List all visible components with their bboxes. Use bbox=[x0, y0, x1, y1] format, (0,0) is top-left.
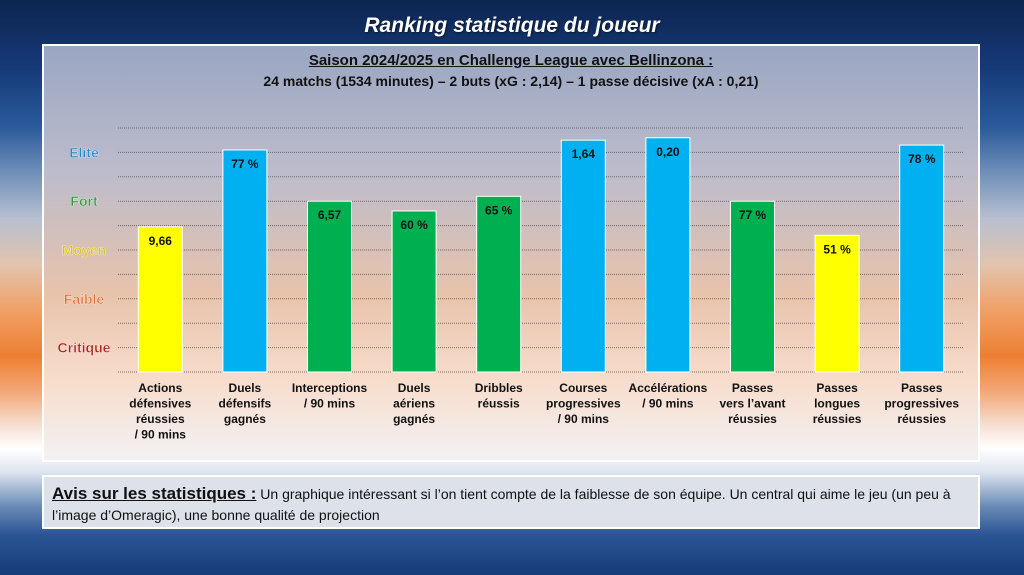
category-label-line: Accélérations bbox=[629, 381, 708, 395]
category-label-line: réussis bbox=[478, 397, 520, 411]
category-label-line: progressives bbox=[546, 397, 621, 411]
category-label-line: / 90 mins bbox=[135, 428, 187, 442]
category-label-line: gagnés bbox=[393, 412, 435, 426]
bar-value-label: 9,66 bbox=[149, 234, 173, 248]
bar bbox=[645, 137, 691, 373]
category-label: Dribbles réussis bbox=[475, 381, 523, 411]
bar-value-label: 60 % bbox=[400, 218, 428, 232]
page-title: Ranking statistique du joueur bbox=[364, 14, 660, 37]
category-label: Actions défensives réussies / 90 mins bbox=[129, 381, 191, 442]
category-label: Duels défensifs gagnés bbox=[219, 381, 272, 426]
category-label-line: Interceptions bbox=[292, 381, 368, 395]
category-label-line: longues bbox=[814, 397, 860, 411]
category-label: Accélérations / 90 mins bbox=[629, 381, 708, 411]
category-label-line: / 90 mins bbox=[558, 412, 610, 426]
comment-panel: Avis sur les statistiques : Un graphique… bbox=[42, 475, 980, 529]
category-label-line: réussies bbox=[728, 412, 777, 426]
level-label: Moyen bbox=[62, 242, 106, 258]
level-label: Elite bbox=[69, 144, 99, 160]
bar bbox=[307, 200, 352, 373]
category-label-line: Duels bbox=[229, 381, 262, 395]
category-label: Passes vers l’avant réussies bbox=[719, 381, 785, 426]
bar bbox=[476, 195, 522, 373]
category-label-line: gagnés bbox=[224, 412, 266, 426]
bar bbox=[560, 139, 606, 373]
category-label-line: / 90 mins bbox=[304, 397, 356, 411]
bar-value-label: 51 % bbox=[823, 242, 851, 256]
category-label-line: vers l’avant bbox=[719, 397, 785, 411]
bar-value-label: 1,64 bbox=[572, 147, 596, 161]
chart-panel: Saison 2024/2025 en Challenge League ave… bbox=[42, 44, 980, 462]
chart-title: Saison 2024/2025 en Challenge League ave… bbox=[308, 52, 714, 69]
bar-value-label: 78 % bbox=[908, 152, 936, 166]
category-label-line: réussies bbox=[813, 412, 862, 426]
chart-subtitle: 24 matchs (1534 minutes) – 2 buts (xG : … bbox=[263, 73, 759, 89]
category-label: Duels aériens gagnés bbox=[393, 381, 435, 426]
category-label-line: Duels bbox=[398, 381, 431, 395]
category-label: Passes progressives réussies bbox=[884, 381, 959, 426]
category-label-line: Passes bbox=[732, 381, 774, 395]
category-label-line: réussies bbox=[136, 412, 185, 426]
bar bbox=[391, 210, 437, 373]
category-label-line: Dribbles bbox=[475, 381, 523, 395]
category-label-line: aériens bbox=[393, 397, 435, 411]
category-label-line: Passes bbox=[816, 381, 858, 395]
bar-value-label: 6,57 bbox=[318, 208, 342, 222]
category-label: Interceptions / 90 mins bbox=[292, 381, 368, 411]
category-label-line: Passes bbox=[901, 381, 943, 395]
category-label-line: Courses bbox=[559, 381, 607, 395]
comment-label: Avis sur les statistiques : bbox=[52, 484, 257, 503]
category-label: Passes longues réussies bbox=[813, 381, 862, 426]
level-label: Faible bbox=[64, 291, 105, 307]
level-label: Fort bbox=[70, 193, 98, 209]
level-label: Critique bbox=[58, 340, 111, 356]
bar-value-label: 77 % bbox=[231, 157, 259, 171]
comment-text: Un graphique intéressant si l’on tient c… bbox=[52, 486, 951, 523]
category-label-line: défensifs bbox=[219, 397, 272, 411]
bar-value-label: 65 % bbox=[485, 203, 513, 217]
category-label-line: réussies bbox=[897, 412, 946, 426]
category-label-line: / 90 mins bbox=[642, 397, 694, 411]
bar bbox=[222, 149, 268, 373]
category-label-line: Actions bbox=[138, 381, 182, 395]
category-label-line: défensives bbox=[129, 397, 191, 411]
category-label-line: progressives bbox=[884, 397, 959, 411]
bar bbox=[137, 226, 183, 373]
bar-value-label: 77 % bbox=[739, 208, 767, 222]
bar-value-label: 0,20 bbox=[656, 145, 680, 159]
category-label: Courses progressives/ 90 mins bbox=[546, 381, 621, 426]
bar bbox=[730, 200, 775, 373]
bar bbox=[899, 144, 945, 373]
bar bbox=[814, 234, 860, 373]
bar-chart: Elite Fort Moyen Faible Critique 9,66 Actions d… bbox=[57, 127, 964, 442]
